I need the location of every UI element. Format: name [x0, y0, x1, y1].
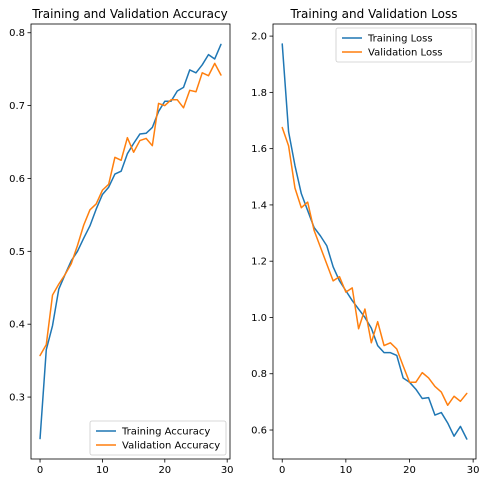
loss-chart-ticks: 0 10 20 30 0.6 0.8 1.0 1.2 1.4 1.6 1.8 2.0	[251, 32, 479, 476]
loss-xtick-label: 20	[403, 465, 416, 476]
accuracy-ytick-label: 0.5	[9, 247, 25, 258]
accuracy-legend-label: Training Accuracy	[121, 427, 210, 438]
loss-xtick-label: 30	[467, 465, 480, 476]
accuracy-ytick-label: 0.4	[9, 320, 25, 331]
accuracy-chart: Training and Validation Accuracy 0 10 20 30…	[9, 7, 233, 476]
loss-ytick-label: 1.8	[251, 88, 267, 99]
loss-series-line-validation	[281, 126, 468, 407]
accuracy-chart-title: Training and Validation Accuracy	[31, 7, 227, 21]
accuracy-series-line-training	[39, 43, 222, 440]
accuracy-legend-label: Validation Accuracy	[122, 441, 220, 452]
loss-chart-legend: Training Loss Validation Loss	[335, 27, 473, 63]
loss-chart: Training and Validation Loss 0 10 20 300.60…	[251, 7, 479, 476]
accuracy-xtick-label: 10	[96, 465, 109, 476]
loss-legend-label: Training Loss	[367, 34, 433, 45]
accuracy-ytick-label: 0.8	[9, 28, 25, 39]
loss-ytick-label: 1.0	[251, 313, 267, 324]
accuracy-chart-legend: Training Accuracy Validation Accuracy	[89, 420, 227, 456]
accuracy-series-line-validation	[39, 62, 222, 357]
loss-ytick-label: 1.2	[251, 257, 267, 268]
accuracy-chart-ticks: 0 10 20 30 0.3 0.4 0.5 0.6 0.7 0.8	[9, 28, 233, 476]
loss-chart-lines	[281, 43, 468, 440]
accuracy-xtick-label: 30	[221, 465, 234, 476]
accuracy-ytick-label: 0.3	[9, 393, 25, 404]
loss-ytick-label: 1.6	[251, 144, 267, 155]
loss-legend-label: Validation Loss	[368, 48, 443, 59]
loss-ytick-label: 0.6	[251, 426, 267, 437]
accuracy-legend-box	[89, 420, 227, 456]
accuracy-chart-lines	[39, 43, 222, 440]
accuracy-ytick-label: 0.7	[9, 101, 25, 112]
accuracy-ytick-label: 0.6	[9, 174, 25, 185]
loss-ytick-label: 2.0	[251, 32, 267, 43]
loss-chart-title: Training and Validation Loss	[290, 7, 458, 21]
loss-legend-box	[335, 27, 473, 63]
loss-ytick-label: 1.4	[251, 200, 267, 211]
accuracy-xtick-label: 0	[37, 465, 43, 476]
accuracy-xtick-label: 20	[158, 465, 171, 476]
accuracy-chart-frame	[30, 23, 231, 460]
loss-chart-frame	[272, 23, 477, 460]
loss-xtick-label: 10	[339, 465, 352, 476]
loss-ytick-label: 0.8	[251, 369, 267, 380]
loss-xtick-label: 0	[279, 465, 285, 476]
